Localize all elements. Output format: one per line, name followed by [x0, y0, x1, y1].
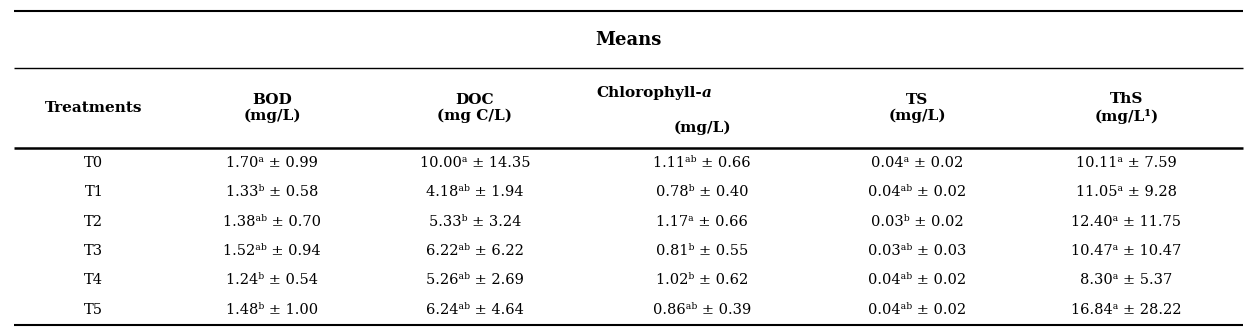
- Text: a: a: [703, 86, 713, 100]
- Text: 1.24ᵇ ± 0.54: 1.24ᵇ ± 0.54: [226, 274, 318, 288]
- Text: 0.86ᵃᵇ ± 0.39: 0.86ᵃᵇ ± 0.39: [654, 303, 752, 317]
- Text: 16.84ᵃ ± 28.22: 16.84ᵃ ± 28.22: [1071, 303, 1182, 317]
- Text: 1.11ᵃᵇ ± 0.66: 1.11ᵃᵇ ± 0.66: [654, 156, 752, 170]
- Text: 5.26ᵃᵇ ± 2.69: 5.26ᵃᵇ ± 2.69: [426, 274, 524, 288]
- Text: Treatments: Treatments: [45, 101, 142, 115]
- Text: 0.78ᵇ ± 0.40: 0.78ᵇ ± 0.40: [656, 185, 748, 199]
- Text: 6.22ᵃᵇ ± 6.22: 6.22ᵃᵇ ± 6.22: [426, 244, 524, 258]
- Text: 4.18ᵃᵇ ± 1.94: 4.18ᵃᵇ ± 1.94: [426, 185, 524, 199]
- Text: 0.03ᵇ ± 0.02: 0.03ᵇ ± 0.02: [871, 215, 964, 228]
- Text: 1.02ᵇ ± 0.62: 1.02ᵇ ± 0.62: [656, 274, 748, 288]
- Text: 10.00ᵃ ± 14.35: 10.00ᵃ ± 14.35: [420, 156, 530, 170]
- Text: 1.38ᵃᵇ ± 0.70: 1.38ᵃᵇ ± 0.70: [222, 215, 321, 228]
- Text: 1.48ᵇ ± 1.00: 1.48ᵇ ± 1.00: [226, 303, 318, 317]
- Text: 0.04ᵃ ± 0.02: 0.04ᵃ ± 0.02: [871, 156, 963, 170]
- Text: 0.03ᵃᵇ ± 0.03: 0.03ᵃᵇ ± 0.03: [869, 244, 967, 258]
- Text: (mg/L): (mg/L): [674, 121, 732, 135]
- Text: 1.17ᵃ ± 0.66: 1.17ᵃ ± 0.66: [656, 215, 748, 228]
- Text: Means: Means: [596, 31, 661, 49]
- Text: 0.04ᵃᵇ ± 0.02: 0.04ᵃᵇ ± 0.02: [869, 274, 967, 288]
- Text: 1.33ᵇ ± 0.58: 1.33ᵇ ± 0.58: [226, 185, 318, 199]
- Text: T3: T3: [84, 244, 103, 258]
- Text: BOD
(mg/L): BOD (mg/L): [244, 93, 300, 123]
- Text: 0.04ᵃᵇ ± 0.02: 0.04ᵃᵇ ± 0.02: [869, 303, 967, 317]
- Text: 0.81ᵇ ± 0.55: 0.81ᵇ ± 0.55: [656, 244, 748, 258]
- Text: T2: T2: [84, 215, 103, 228]
- Text: T0: T0: [84, 156, 103, 170]
- Text: TS
(mg/L): TS (mg/L): [889, 93, 947, 123]
- Text: 1.52ᵃᵇ ± 0.94: 1.52ᵃᵇ ± 0.94: [224, 244, 321, 258]
- Text: Chlorophyll-: Chlorophyll-: [597, 86, 703, 100]
- Text: T4: T4: [84, 274, 103, 288]
- Text: ThS
(mg/L¹): ThS (mg/L¹): [1094, 92, 1159, 124]
- Text: 6.24ᵃᵇ ± 4.64: 6.24ᵃᵇ ± 4.64: [426, 303, 524, 317]
- Text: 1.70ᵃ ± 0.99: 1.70ᵃ ± 0.99: [226, 156, 318, 170]
- Text: T1: T1: [84, 185, 103, 199]
- Text: 10.11ᵃ ± 7.59: 10.11ᵃ ± 7.59: [1076, 156, 1177, 170]
- Text: DOC
(mg C/L): DOC (mg C/L): [437, 93, 513, 123]
- Text: 12.40ᵃ ± 11.75: 12.40ᵃ ± 11.75: [1071, 215, 1182, 228]
- Text: 11.05ᵃ ± 9.28: 11.05ᵃ ± 9.28: [1076, 185, 1177, 199]
- Text: 5.33ᵇ ± 3.24: 5.33ᵇ ± 3.24: [429, 215, 522, 228]
- Text: 8.30ᵃ ± 5.37: 8.30ᵃ ± 5.37: [1080, 274, 1173, 288]
- Text: 10.47ᵃ ± 10.47: 10.47ᵃ ± 10.47: [1071, 244, 1182, 258]
- Text: 0.04ᵃᵇ ± 0.02: 0.04ᵃᵇ ± 0.02: [869, 185, 967, 199]
- Text: T5: T5: [84, 303, 103, 317]
